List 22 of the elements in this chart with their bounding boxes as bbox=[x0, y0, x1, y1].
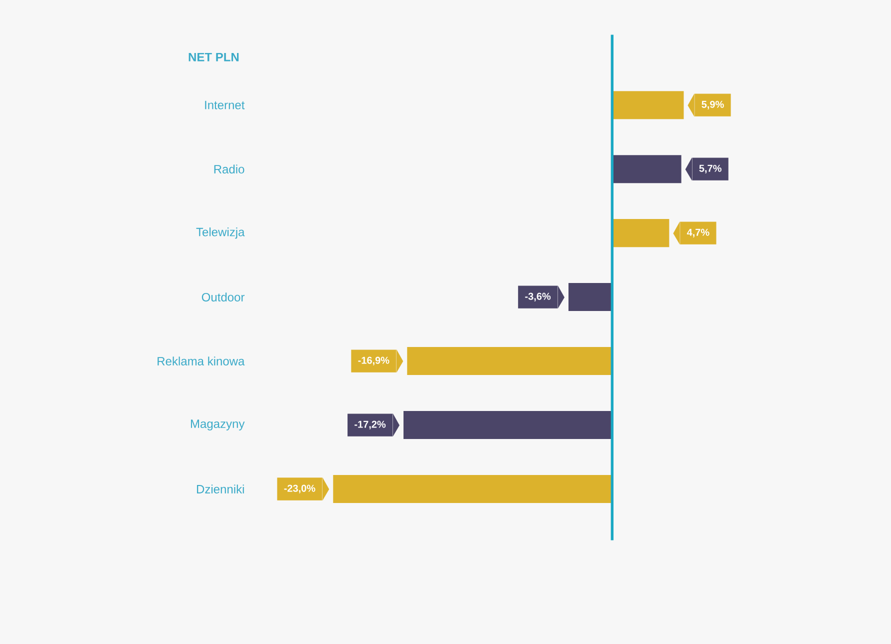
y-tick-label: Reklama kinowa bbox=[158, 356, 245, 366]
bar bbox=[612, 90, 684, 119]
data-label: 5,9% bbox=[702, 100, 724, 110]
y-tick-label: Telewizja bbox=[196, 227, 245, 239]
data-label: -3,6% bbox=[525, 292, 551, 302]
y-tick-label: Radio bbox=[214, 164, 244, 174]
bar bbox=[612, 218, 670, 247]
data-label: 5,7% bbox=[699, 164, 722, 174]
bar bbox=[568, 282, 612, 311]
bar bbox=[407, 346, 612, 375]
data-label: -16,9% bbox=[358, 356, 390, 366]
y-tick-label: Internet bbox=[205, 100, 245, 110]
bar bbox=[612, 154, 682, 183]
bar bbox=[333, 474, 612, 503]
data-label: -17,2% bbox=[354, 420, 386, 430]
data-label: -23,0% bbox=[284, 484, 316, 494]
text: NET PLN bbox=[188, 52, 239, 62]
data-label: 4,7% bbox=[686, 228, 710, 238]
y-tick-label: Outdoor bbox=[202, 292, 245, 302]
y-tick-label: Magazyny bbox=[190, 420, 245, 430]
y-tick-label: Dzienniki bbox=[196, 484, 244, 494]
bar bbox=[404, 410, 612, 439]
